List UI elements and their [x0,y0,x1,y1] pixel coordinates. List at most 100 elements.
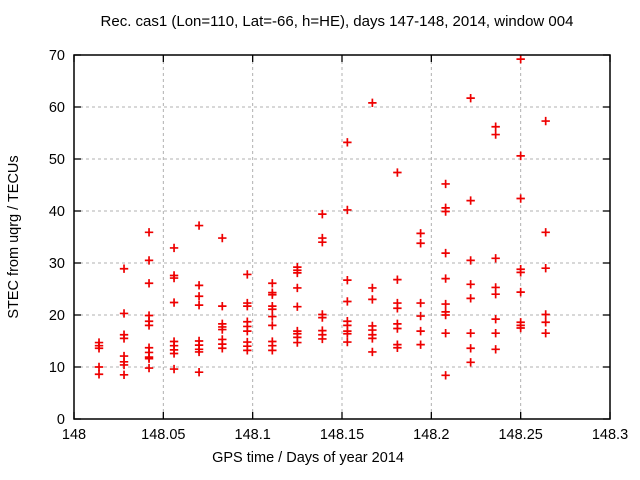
data-point-marker [293,283,302,293]
data-point-marker [243,326,252,336]
data-point-marker [94,370,104,379]
data-point-marker [491,329,500,338]
data-point-marker [194,300,204,310]
data-point-marker [441,179,450,189]
data-points [94,54,550,380]
data-point-marker [243,346,252,355]
data-point-marker [169,243,179,253]
data-point-marker [318,334,327,344]
data-point-marker [466,329,475,338]
data-point-marker [169,298,179,307]
data-point-marker [541,264,550,273]
data-point-marker [441,299,450,309]
data-point-marker [441,248,450,258]
data-point-marker [516,194,525,203]
y-tick-labels: 0 10 20 30 40 50 60 70 [49,48,65,428]
data-point-marker [144,321,154,330]
data-point-marker [416,326,425,336]
data-point-marker [94,362,104,372]
data-point-marker [516,54,525,64]
data-point-marker [268,305,277,314]
data-point-marker [491,130,500,139]
data-point-marker [318,238,327,247]
data-point-marker [393,324,402,333]
data-point-marker [194,368,204,377]
data-point-marker [416,239,425,248]
data-point-marker [541,116,550,126]
data-point-marker [119,309,129,318]
plot-border [73,54,611,420]
data-point-marker [491,314,500,324]
y-tick-label: 60 [49,100,65,116]
data-point-marker [144,256,154,265]
data-point-marker [393,304,402,313]
data-point-marker [516,268,525,277]
data-point-marker [393,343,402,352]
data-point-marker [119,264,129,273]
data-point-marker [491,122,500,131]
data-point-marker [293,302,302,311]
data-point-marker [218,344,227,353]
data-point-marker [194,281,204,290]
data-point-marker [466,344,475,353]
y-tick-label: 10 [49,360,65,376]
y-tick-label: 50 [49,152,65,168]
data-point-marker [318,313,327,322]
data-point-marker [169,349,179,358]
data-point-marker [516,151,525,161]
data-point-marker [169,364,179,374]
data-point-marker [293,338,302,347]
data-point-marker [194,221,204,230]
data-point-marker [491,254,500,263]
data-point-marker [368,98,377,108]
y-tick-label: 70 [49,48,65,64]
data-point-marker [243,270,252,279]
y-tick-label: 0 [57,412,65,428]
data-point-marker [541,329,550,338]
data-point-marker [169,273,179,283]
data-point-marker [466,93,475,103]
x-tick-labels: 148 148.05 148.1 148.15 148.2 148.25 148.3 [62,427,628,443]
data-point-marker [119,360,129,370]
data-point-marker [268,312,277,321]
data-point-marker [441,371,450,380]
data-point-marker [343,297,352,306]
x-tick-label: 148.2 [413,427,449,443]
y-tick-label: 40 [49,204,65,220]
data-point-marker [268,321,277,330]
data-point-marker [119,334,129,343]
data-point-marker [144,363,154,373]
data-point-marker [318,209,327,219]
data-point-marker [466,358,475,367]
data-point-marker [218,233,227,243]
data-point-marker [194,292,204,301]
data-point-marker [368,334,377,343]
x-axis-label: GPS time / Days of year 2014 [212,450,404,466]
data-point-marker [491,290,500,299]
data-point-marker [416,298,425,308]
data-point-marker [491,345,500,354]
y-tick-label: 20 [49,308,65,324]
data-point-marker [194,347,204,357]
data-point-marker [441,274,450,283]
data-point-marker [466,196,475,205]
data-point-marker [466,280,475,289]
data-point-marker [343,329,352,338]
data-point-marker [368,347,377,357]
data-point-marker [466,256,475,265]
y-axis-label: STEC from uqrg / TECUs [6,155,22,318]
data-point-marker [393,168,402,177]
data-point-marker [218,325,227,334]
data-point-marker [393,275,402,284]
data-point-marker [416,229,425,238]
data-point-marker [441,329,450,338]
x-tick-label: 148.1 [235,427,271,443]
data-point-marker [466,294,475,303]
data-point-marker [268,346,277,355]
y-tick-label: 30 [49,256,65,272]
x-tick-label: 148.15 [320,427,364,443]
data-point-marker [293,268,302,278]
data-point-marker [343,205,352,215]
data-point-marker [144,228,154,237]
data-point-marker [343,275,352,285]
